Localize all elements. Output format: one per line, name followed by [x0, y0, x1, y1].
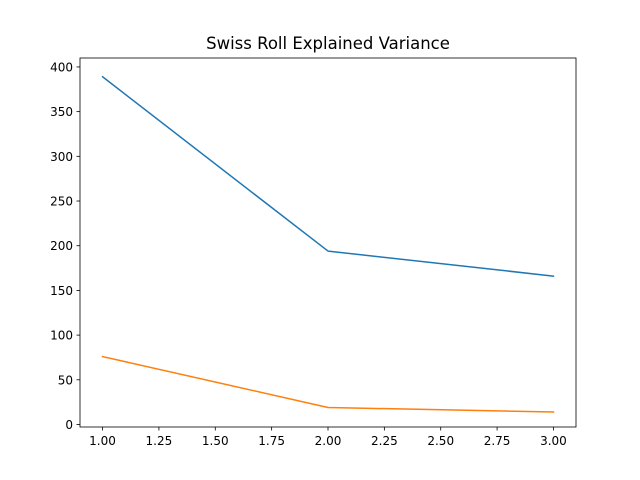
- ticks-layer: 1.00 1.25 1.50 1.75 2.00 2.25 2.50 2.75 3.00 0 50 1…: [50, 60, 567, 448]
- chart-title: Swiss Roll Explained Variance: [206, 34, 450, 53]
- y-tick-label: 250: [50, 195, 73, 209]
- y-tick-label: 100: [50, 329, 73, 343]
- x-tick-label: 1.25: [146, 434, 173, 448]
- y-tick-label: 200: [50, 239, 73, 253]
- y-tick-label: 50: [58, 373, 73, 387]
- x-tick-label: 1.50: [202, 434, 229, 448]
- y-tick-label: 150: [50, 284, 73, 298]
- y-tick-label: 400: [50, 60, 73, 74]
- series-line-2: [101, 355, 555, 413]
- x-tick-label: 3.00: [540, 434, 567, 448]
- y-tick-label: 300: [50, 150, 73, 164]
- x-tick-label: 1.75: [258, 434, 285, 448]
- x-tick-label: 2.75: [484, 434, 511, 448]
- x-tick-label: 2.50: [427, 434, 454, 448]
- series-layer: [101, 75, 555, 413]
- x-tick-label: 1.00: [89, 434, 116, 448]
- y-tick-label: 0: [65, 418, 73, 432]
- x-tick-label: 2.25: [371, 434, 398, 448]
- x-tick-label: 2.00: [315, 434, 342, 448]
- series-line-1: [101, 75, 555, 277]
- y-tick-label: 350: [50, 105, 73, 119]
